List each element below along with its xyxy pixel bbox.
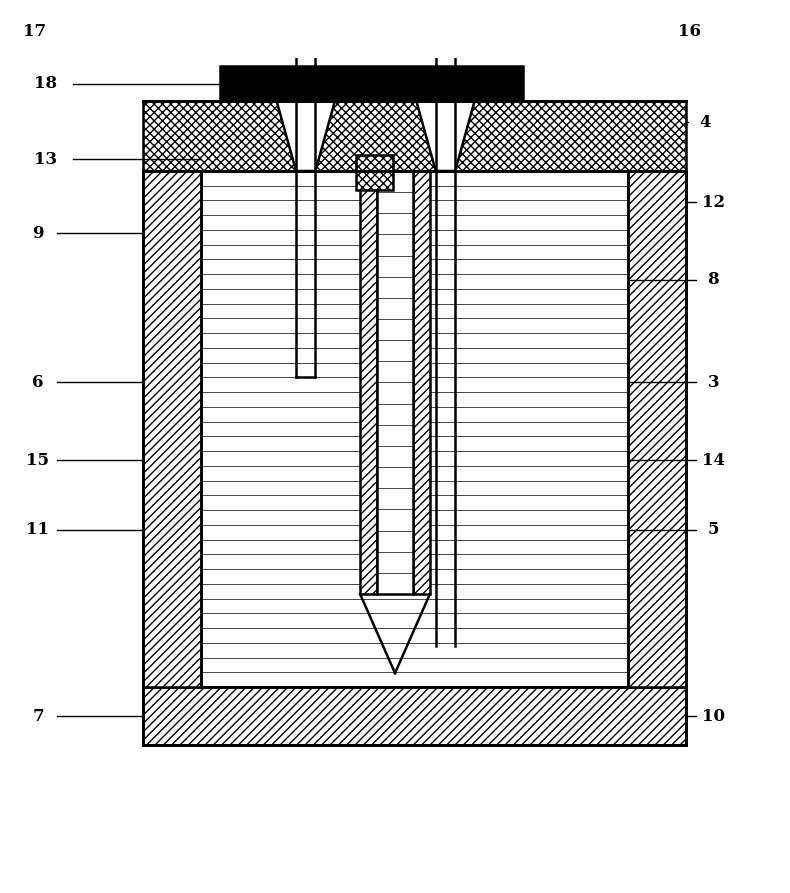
Text: 18: 18 xyxy=(34,75,58,92)
Text: 4: 4 xyxy=(700,113,711,130)
Polygon shape xyxy=(416,101,475,171)
Text: 11: 11 xyxy=(27,522,50,538)
Text: 7: 7 xyxy=(32,707,43,725)
Polygon shape xyxy=(276,101,335,171)
Text: 15: 15 xyxy=(27,452,50,469)
Text: 16: 16 xyxy=(679,23,702,40)
Text: 10: 10 xyxy=(702,707,724,725)
Text: 5: 5 xyxy=(708,522,719,538)
Text: 8: 8 xyxy=(707,271,719,288)
Text: 9: 9 xyxy=(32,224,43,242)
Text: 12: 12 xyxy=(702,194,724,211)
Bar xyxy=(220,66,523,101)
Bar xyxy=(377,171,413,594)
Text: 17: 17 xyxy=(23,23,46,40)
Bar xyxy=(143,171,201,687)
Text: 6: 6 xyxy=(32,374,43,391)
Text: 3: 3 xyxy=(707,374,719,391)
Bar xyxy=(360,171,377,594)
Bar xyxy=(628,171,686,687)
Text: 13: 13 xyxy=(34,151,58,168)
Bar xyxy=(413,171,430,594)
Text: 14: 14 xyxy=(702,452,724,469)
Bar xyxy=(143,101,686,171)
Bar xyxy=(356,155,393,190)
Bar xyxy=(201,171,628,687)
Bar xyxy=(143,687,686,746)
